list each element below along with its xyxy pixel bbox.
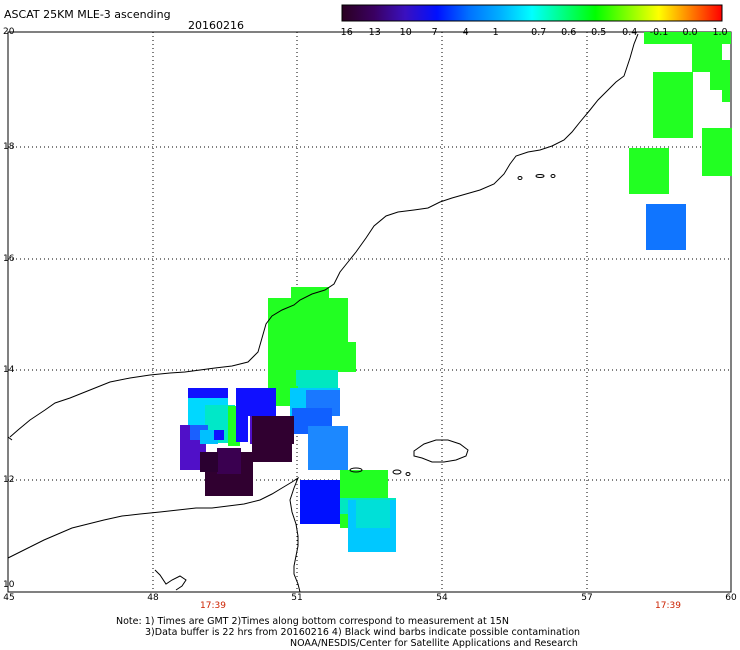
lat-label: 14 <box>3 365 15 375</box>
lon-label: 45 <box>3 593 15 603</box>
lat-label: 18 <box>3 142 15 152</box>
map-date: 20160216 <box>188 19 244 32</box>
coastline <box>7 33 639 593</box>
lat-label: 10 <box>3 580 15 590</box>
colorbar-label: -4 <box>459 27 469 38</box>
colorbar-label: -0.5 <box>587 27 607 38</box>
pass-time: 17:39 <box>200 601 226 611</box>
data-cells <box>180 32 732 552</box>
lon-label: 60 <box>725 593 737 603</box>
colorbar-label: -1 <box>489 27 499 38</box>
map-title: ASCAT 25KM MLE-3 ascending <box>4 8 171 21</box>
footnote-line-3: NOAA/NESDIS/Center for Satellite Applica… <box>290 638 578 649</box>
lat-label: 12 <box>3 475 15 485</box>
map-frame <box>7 31 732 593</box>
lat-label: 20 <box>3 27 15 37</box>
colorbar-gradient <box>341 4 723 22</box>
lat-label: 16 <box>3 254 15 264</box>
colorbar-label: -13 <box>365 27 381 38</box>
colorbar-label: -7 <box>428 27 438 38</box>
colorbar-label: -0.1 <box>649 27 669 38</box>
footnote-line-1: Note: 1) Times are GMT 2)Times along bot… <box>116 616 509 627</box>
colorbar-label: -0.7 <box>527 27 547 38</box>
colorbar-label: -0.4 <box>618 27 638 38</box>
colorbar <box>341 4 723 22</box>
colorbar-label: 0.0 <box>682 27 698 38</box>
pass-time: 17:39 <box>655 601 681 611</box>
footnote-line-2: 3)Data buffer is 22 hrs from 20160216 4)… <box>145 627 581 638</box>
lon-label: 48 <box>147 593 159 603</box>
colorbar-label: -10 <box>396 27 412 38</box>
lon-label: 54 <box>436 593 448 603</box>
colorbar-label: -0.6 <box>557 27 577 38</box>
colorbar-label: 1.0 <box>712 27 728 38</box>
lon-label: 57 <box>581 593 593 603</box>
lon-label: 51 <box>291 593 303 603</box>
colorbar-label: -16 <box>337 27 353 38</box>
